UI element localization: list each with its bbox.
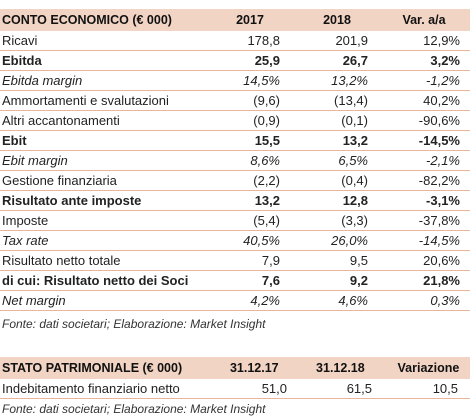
row-value-2017: 15,5 — [254, 133, 280, 148]
row-value-variation: -14,5% — [418, 233, 460, 248]
row-label: Risultato netto totale — [2, 253, 121, 268]
row-label: Risultato ante imposte — [2, 193, 142, 208]
table-row: di cui: Risultato netto dei Soci 7,6 9,2 21… — [0, 271, 470, 291]
income-header-2018: 2018 — [323, 13, 351, 27]
row-label: Imposte — [2, 213, 49, 228]
row-value-variation: -37,8% — [418, 213, 460, 228]
row-value-2017: (9,6) — [253, 93, 280, 108]
table-row: Altri accantonamenti (0,9) (0,1) -90,6% — [0, 111, 470, 131]
row-label: Ricavi — [2, 33, 38, 48]
balance-source-note: Fonte: dati societari; Elaborazione: Mar… — [2, 402, 266, 416]
balance-header-2018: 31.12.18 — [316, 361, 365, 375]
table-row: Ebit margin 8,6% 6,5% -2,1% — [0, 151, 470, 171]
row-value-2017: 40,5% — [243, 233, 280, 248]
row-value-variation: -82,2% — [418, 173, 460, 188]
row-value-2017: (2,2) — [253, 173, 280, 188]
row-value-variation: 3,2% — [430, 53, 460, 68]
row-value-variation: 21,8% — [423, 273, 460, 288]
row-value-2018: 13,2% — [331, 73, 368, 88]
row-value-2018: 61,5 — [346, 381, 372, 396]
income-header-title: CONTO ECONOMICO (€ 000) — [2, 13, 172, 27]
row-value-variation: -2,1% — [426, 153, 460, 168]
table-row: Imposte (5,4) (3,3) -37,8% — [0, 211, 470, 231]
row-label: Ebitda margin — [2, 73, 83, 88]
table-row: Net margin 4,2% 4,6% 0,3% — [0, 291, 470, 311]
row-label: Ebit — [2, 133, 27, 148]
row-label: Indebitamento finanziario netto — [2, 381, 180, 396]
row-value-variation: -1,2% — [426, 73, 460, 88]
row-value-2018: 13,2 — [342, 133, 368, 148]
row-value-2018: (13,4) — [334, 93, 368, 108]
table-row: Gestione finanziaria (2,2) (0,4) -82,2% — [0, 171, 470, 191]
row-value-2017: 7,6 — [261, 273, 280, 288]
row-value-2017: (5,4) — [253, 213, 280, 228]
table-row: Risultato netto totale 7,9 9,5 20,6% — [0, 251, 470, 271]
income-header-variation: Var. a/a — [402, 13, 446, 27]
row-value-2018: 26,0% — [331, 233, 368, 248]
row-value-2017: 178,8 — [247, 33, 280, 48]
row-value-2017: 4,2% — [250, 293, 280, 308]
row-value-2018: (0,1) — [341, 113, 368, 128]
row-value-variation: 40,2% — [423, 93, 460, 108]
row-value-2017: (0,9) — [253, 113, 280, 128]
table-row: Ebitda 25,9 26,7 3,2% — [0, 51, 470, 71]
row-value-variation: 10,5 — [432, 381, 458, 396]
table-row: Ammortamenti e svalutazioni (9,6) (13,4) 40… — [0, 91, 470, 111]
row-value-variation: 12,9% — [423, 33, 460, 48]
row-value-variation: 20,6% — [423, 253, 460, 268]
balance-header-title: STATO PATRIMONIALE (€ 000) — [2, 361, 183, 375]
row-label: Ebitda — [2, 53, 42, 68]
row-value-variation: -3,1% — [426, 193, 460, 208]
row-value-2018: (3,3) — [341, 213, 368, 228]
row-value-2018: 6,5% — [338, 153, 368, 168]
row-value-variation: -90,6% — [418, 113, 460, 128]
row-value-2018: 12,8 — [342, 193, 368, 208]
row-value-2018: (0,4) — [341, 173, 368, 188]
balance-header-variation: Variazione — [397, 361, 460, 375]
row-label: Net margin — [2, 293, 66, 308]
income-source-note: Fonte: dati societari; Elaborazione: Mar… — [2, 317, 266, 331]
row-value-2018: 9,5 — [349, 253, 368, 268]
balance-sheet-header: STATO PATRIMONIALE (€ 000) 31.12.17 31.1… — [0, 357, 470, 379]
balance-header-2017: 31.12.17 — [229, 361, 279, 375]
row-value-variation: -14,5% — [418, 133, 460, 148]
row-label: di cui: Risultato netto dei Soci — [2, 273, 189, 288]
row-label: Gestione finanziaria — [2, 173, 117, 188]
row-label: Ammortamenti e svalutazioni — [2, 93, 169, 108]
row-value-2018: 4,6% — [338, 293, 368, 308]
table-row: Risultato ante imposte 13,2 12,8 -3,1% — [0, 191, 470, 211]
balance-sheet-body: Indebitamento finanziario netto 51,0 61,5 1… — [0, 379, 470, 399]
income-statement-body: Ricavi 178,8 201,9 12,9% Ebitda 25,9 26,7 3,2% E… — [0, 31, 470, 311]
row-value-2017: 51,0 — [261, 381, 287, 396]
row-value-2017: 7,9 — [261, 253, 280, 268]
table-row: Indebitamento finanziario netto 51,0 61,5 1… — [0, 379, 470, 399]
table-row: Ebitda margin 14,5% 13,2% -1,2% — [0, 71, 470, 91]
income-statement-table: CONTO ECONOMICO (€ 000) 2017 2018 Var. a… — [0, 9, 470, 311]
row-value-variation: 0,3% — [430, 293, 460, 308]
row-value-2017: 8,6% — [250, 153, 280, 168]
table-row: Tax rate 40,5% 26,0% -14,5% — [0, 231, 470, 251]
balance-sheet-table: STATO PATRIMONIALE (€ 000) 31.12.17 31.1… — [0, 357, 470, 399]
row-label: Altri accantonamenti — [2, 113, 120, 128]
row-value-2017: 13,2 — [254, 193, 280, 208]
row-label: Tax rate — [2, 233, 49, 248]
row-value-2018: 26,7 — [342, 53, 368, 68]
income-header-2017: 2017 — [236, 13, 264, 27]
table-row: Ebit 15,5 13,2 -14,5% — [0, 131, 470, 151]
row-value-2018: 9,2 — [349, 273, 368, 288]
row-label: Ebit margin — [2, 153, 68, 168]
income-statement-header: CONTO ECONOMICO (€ 000) 2017 2018 Var. a… — [0, 9, 470, 31]
row-value-2017: 14,5% — [243, 73, 280, 88]
row-value-2017: 25,9 — [254, 53, 280, 68]
row-value-2018: 201,9 — [335, 33, 368, 48]
table-row: Ricavi 178,8 201,9 12,9% — [0, 31, 470, 51]
